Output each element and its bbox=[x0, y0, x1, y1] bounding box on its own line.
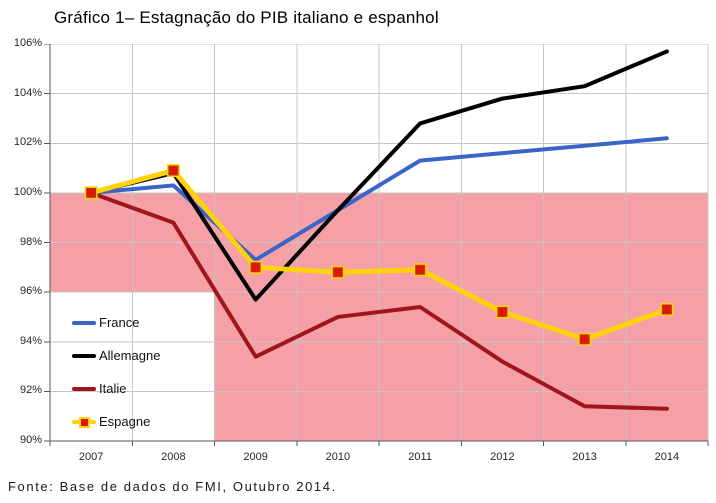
x-axis-label: 2012 bbox=[490, 451, 515, 463]
legend-item-italie: Italie bbox=[72, 372, 160, 405]
legend-item-espagne: Espagne bbox=[72, 405, 160, 438]
italie-line-swatch bbox=[72, 382, 96, 396]
x-axis-label: 2008 bbox=[161, 451, 186, 463]
espagne-marker bbox=[168, 165, 179, 176]
series-line-espagne bbox=[88, 168, 670, 342]
x-axis-label: 2010 bbox=[325, 451, 351, 463]
y-axis-label: 102% bbox=[13, 136, 42, 149]
legend-label-france: France bbox=[99, 315, 140, 330]
x-axis-label: 2014 bbox=[654, 451, 680, 463]
y-axis-label: 92% bbox=[19, 384, 42, 397]
espagne-marker bbox=[497, 306, 508, 317]
legend-label-allemagne: Allemagne bbox=[99, 348, 161, 363]
espagne-marker-icon bbox=[79, 416, 90, 428]
x-axis-label: 2009 bbox=[243, 451, 268, 463]
y-axis-label: 94% bbox=[19, 334, 42, 347]
espagne-marker bbox=[415, 264, 426, 275]
y-axis-label: 100% bbox=[13, 185, 42, 198]
plot-area bbox=[44, 44, 709, 446]
series-line-allemagne bbox=[89, 49, 669, 302]
espagne-marker bbox=[86, 187, 97, 198]
y-axis-label: 104% bbox=[13, 86, 42, 99]
espagne-marker bbox=[250, 262, 261, 273]
x-axis-label: 2007 bbox=[78, 451, 104, 463]
espagne-marker bbox=[579, 334, 590, 345]
y-axis-label: 90% bbox=[19, 434, 42, 446]
espagne-marker bbox=[661, 304, 672, 315]
espagne-marker bbox=[332, 267, 343, 278]
allemagne-line-swatch bbox=[72, 349, 96, 363]
espagne-line-swatch bbox=[72, 415, 96, 429]
y-axis-label: 98% bbox=[19, 235, 42, 248]
x-axis-label: 2013 bbox=[572, 451, 597, 463]
chart-title: Gráfico 1– Estagnação do PIB italiano e … bbox=[54, 8, 439, 27]
legend-item-allemagne: Allemagne bbox=[72, 339, 160, 372]
france-line-icon bbox=[72, 320, 96, 325]
source-note: Fonte: Base de dados do FMI, Outubro 201… bbox=[8, 479, 337, 494]
legend-label-espagne: Espagne bbox=[99, 414, 151, 429]
italie-line-icon bbox=[72, 386, 96, 391]
y-axis-label: 106% bbox=[13, 37, 42, 49]
france-line-swatch bbox=[72, 316, 96, 330]
legend-label-italie: Italie bbox=[99, 381, 127, 396]
allemagne-line-icon bbox=[72, 353, 96, 358]
legend: France Allemagne Italie Espagne bbox=[72, 306, 160, 438]
series-line-france bbox=[89, 136, 669, 262]
legend-item-france: France bbox=[72, 306, 160, 339]
x-axis-label: 2011 bbox=[408, 451, 432, 463]
series-line-italie bbox=[89, 190, 669, 411]
y-axis-label: 96% bbox=[19, 285, 42, 298]
